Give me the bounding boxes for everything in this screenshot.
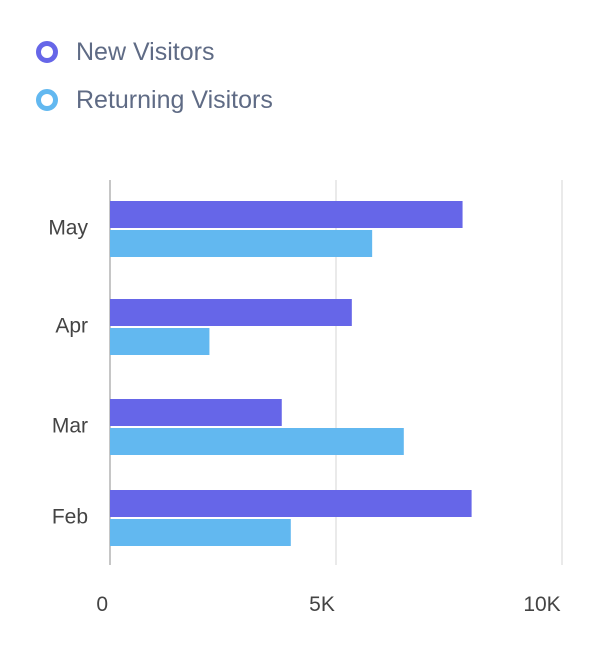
x-tick-label: 0 bbox=[96, 593, 108, 616]
y-tick-label: Apr bbox=[55, 315, 88, 338]
bar-returning-visitors bbox=[110, 428, 404, 455]
legend-label-new-visitors: New Visitors bbox=[76, 37, 215, 66]
bar-returning-visitors bbox=[110, 328, 210, 355]
y-tick-label: May bbox=[48, 217, 88, 240]
y-tick-label: Feb bbox=[52, 506, 88, 529]
bar-returning-visitors bbox=[110, 519, 291, 546]
bar-new-visitors bbox=[110, 399, 282, 426]
bar-new-visitors bbox=[110, 201, 463, 228]
legend-label-returning-visitors: Returning Visitors bbox=[76, 85, 273, 114]
chart-legend: New Visitors Returning Visitors bbox=[36, 32, 273, 128]
bar-returning-visitors bbox=[110, 230, 373, 257]
legend-item-returning-visitors[interactable]: Returning Visitors bbox=[36, 80, 273, 120]
legend-item-new-visitors[interactable]: New Visitors bbox=[36, 32, 273, 72]
x-tick-label: 5K bbox=[309, 593, 335, 616]
new-visitors-marker-icon bbox=[36, 41, 58, 63]
x-tick-label: 10K bbox=[523, 593, 560, 616]
bar-new-visitors bbox=[110, 490, 472, 517]
bar-new-visitors bbox=[110, 299, 352, 326]
returning-visitors-marker-icon bbox=[36, 89, 58, 111]
y-tick-label: Mar bbox=[52, 415, 88, 438]
